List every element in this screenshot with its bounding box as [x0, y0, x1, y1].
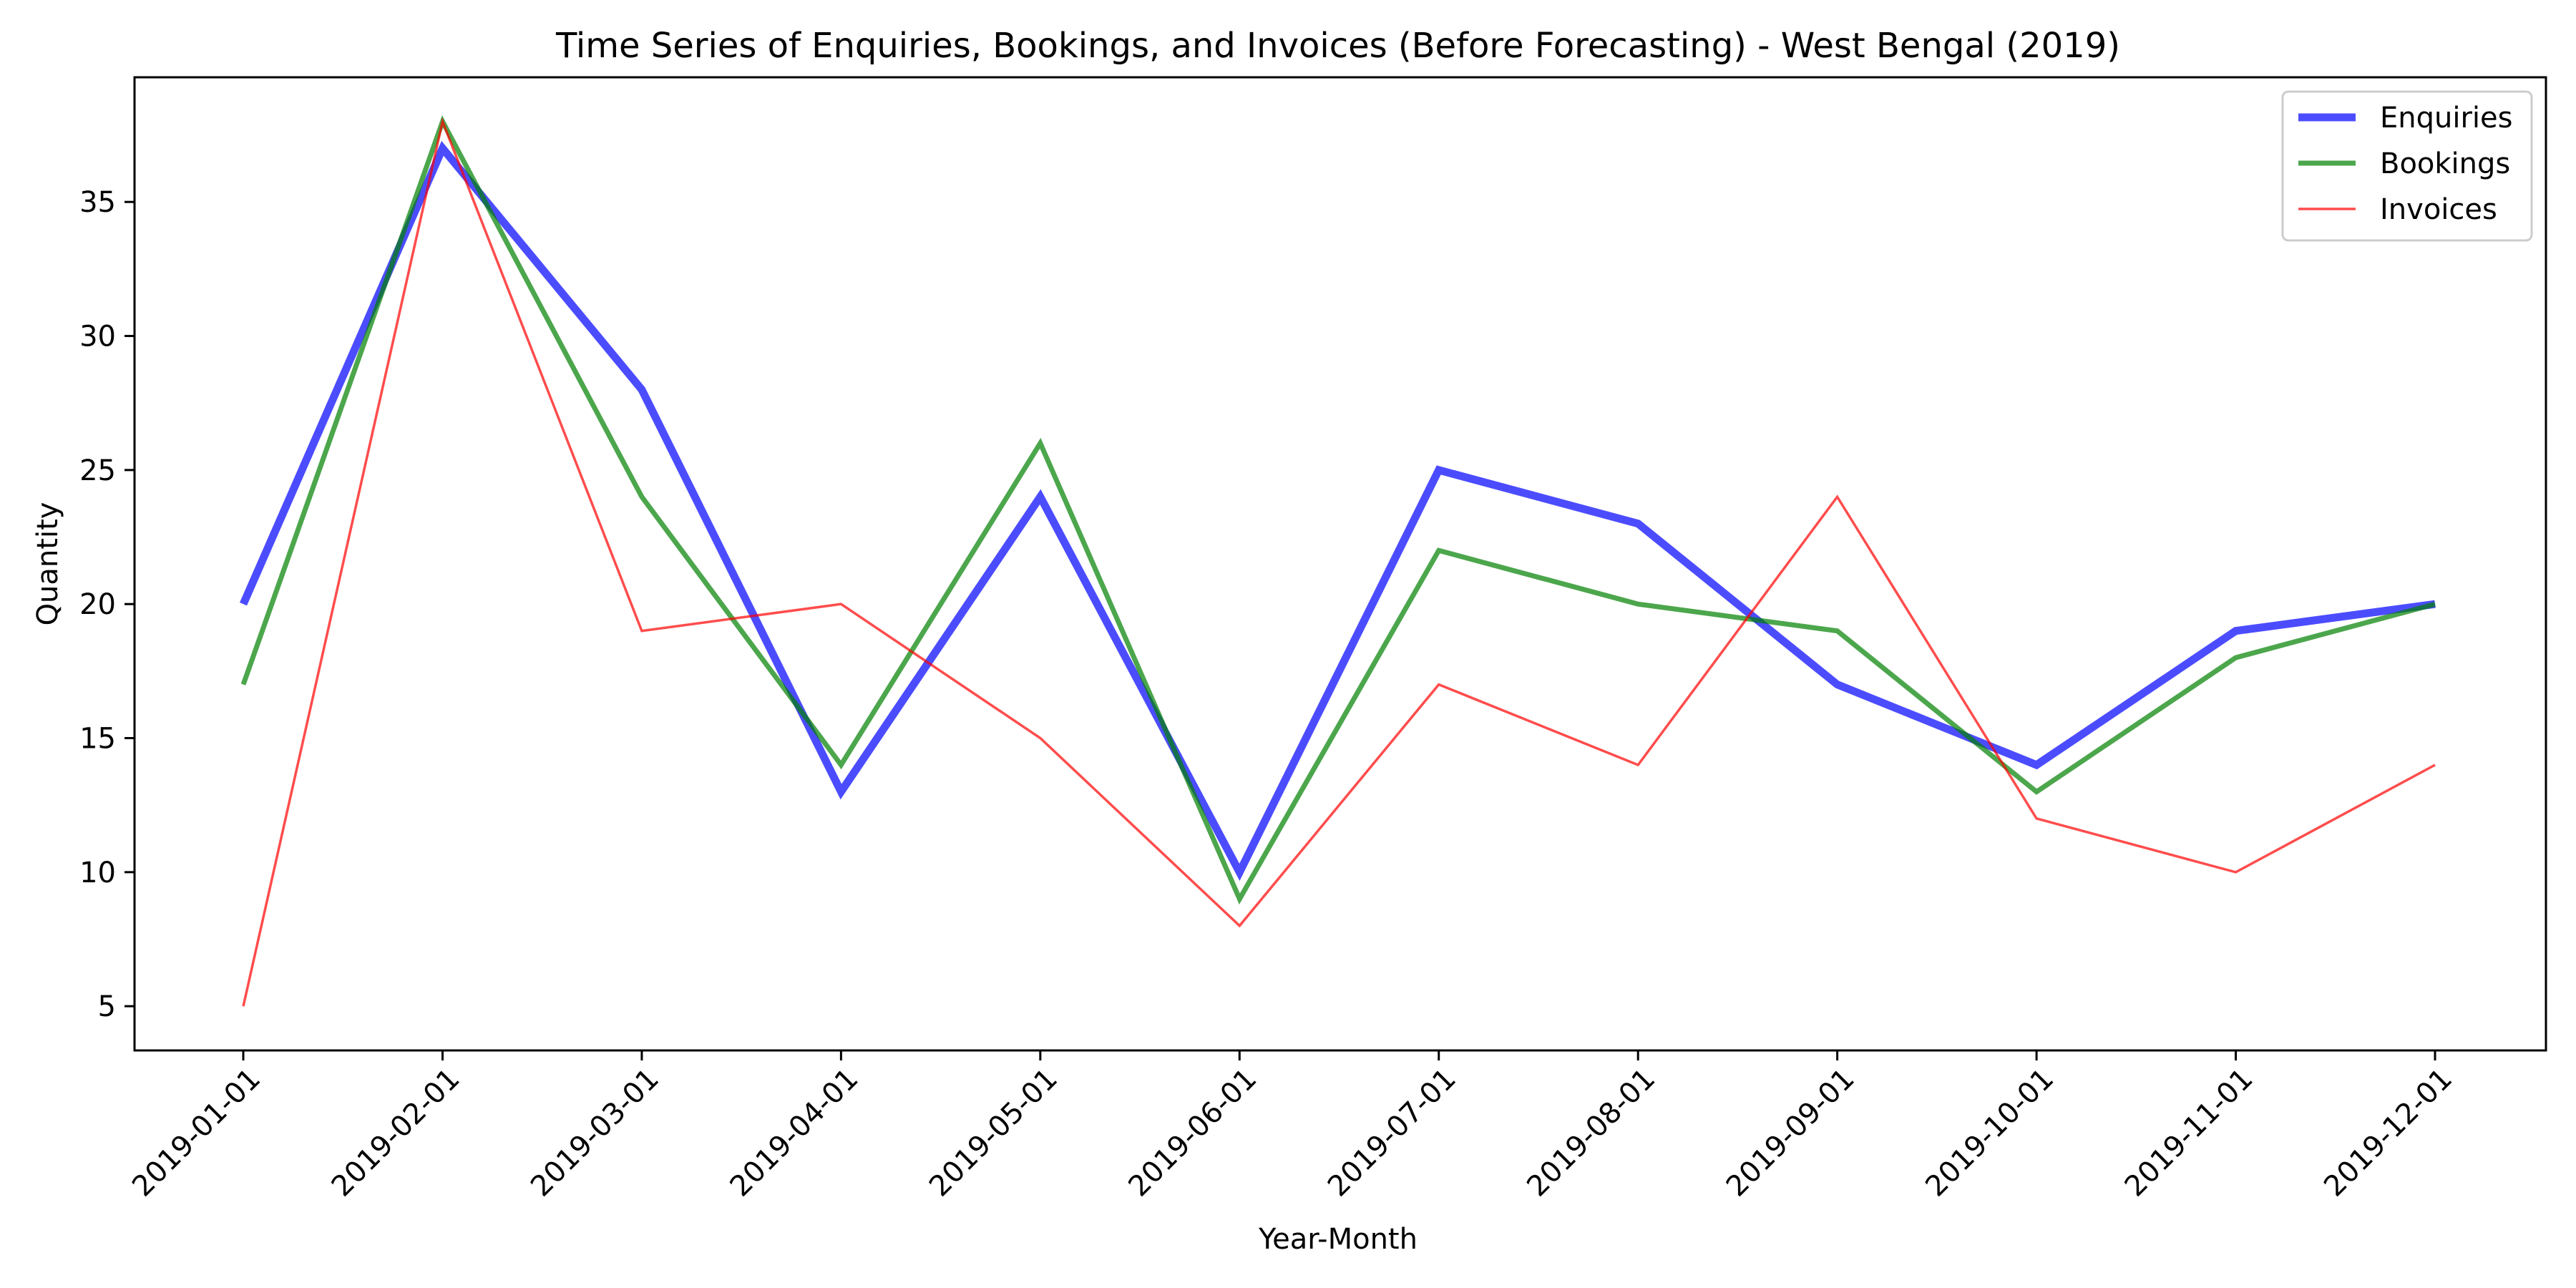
y-tick-label: 30 [79, 321, 116, 353]
legend-box [2281, 90, 2533, 242]
y-axis-title: Quantity [31, 502, 64, 626]
plot-area: 2019-01-01 2019-02-01 2019-03-01 2019-04-01… [79, 76, 2547, 1204]
x-tick-label: 2019-08-01 [1521, 1063, 1662, 1204]
x-tick-label: 2019-03-01 [525, 1063, 665, 1204]
x-tick-label: 2019-09-01 [1720, 1063, 1861, 1204]
x-tick-label: 2019-06-01 [1122, 1063, 1263, 1204]
y-tick-label: 10 [79, 857, 116, 889]
legend: Enquiries Bookings Invoices [2281, 90, 2533, 242]
plot-frame [133, 76, 2547, 1052]
x-tick-label: 2019-05-01 [923, 1063, 1064, 1204]
y-tick-label: 35 [79, 186, 116, 219]
series-line-bookings [240, 115, 2436, 905]
x-axis-title: Year-Month [1258, 1223, 1418, 1256]
chart-title: Time Series of Enquiries, Bookings, and … [555, 26, 2120, 66]
x-tick-label: 2019-01-01 [126, 1063, 267, 1204]
y-tick-label: 20 [79, 588, 116, 621]
legend-label-bookings: Bookings [2380, 147, 2510, 180]
series-line-invoices [242, 117, 2436, 1007]
x-tick-label: 2019-04-01 [724, 1063, 865, 1204]
legend-label-enquiries: Enquiries [2380, 102, 2513, 135]
series-line-enquiries [239, 140, 2436, 881]
y-tick-label: 5 [98, 990, 116, 1023]
legend-label-invoices: Invoices [2380, 193, 2497, 226]
y-tick-label: 25 [79, 454, 116, 487]
x-tick-label: 2019-02-01 [326, 1063, 467, 1204]
y-tick-label: 15 [79, 723, 116, 756]
x-tick-label: 2019-07-01 [1322, 1063, 1463, 1204]
x-tick-label: 2019-11-01 [2119, 1063, 2260, 1204]
x-tick-label: 2019-12-01 [2318, 1063, 2459, 1204]
x-tick-label: 2019-10-01 [1919, 1063, 2060, 1204]
